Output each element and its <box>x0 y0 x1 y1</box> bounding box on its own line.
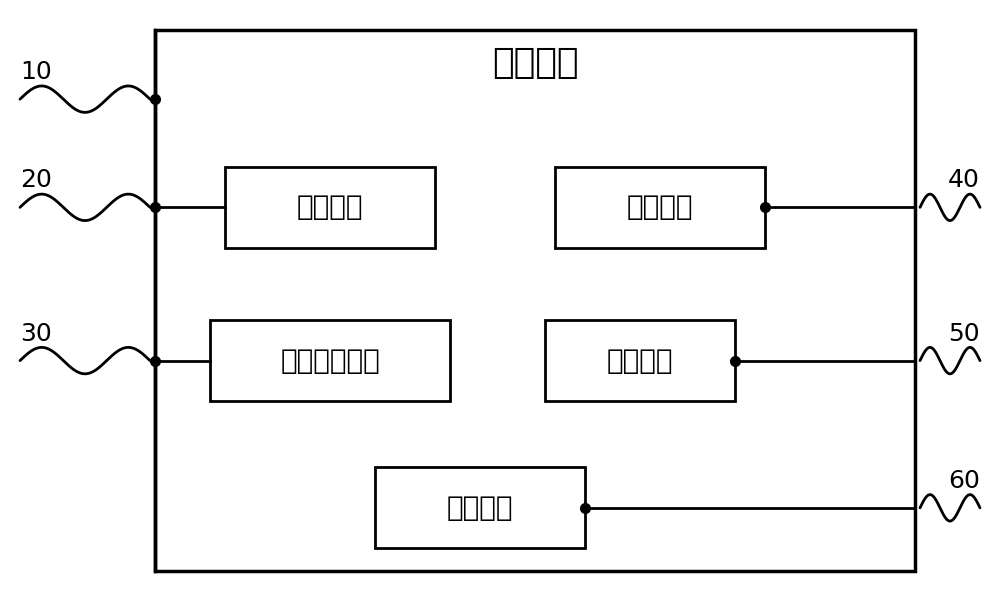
Text: 60: 60 <box>948 469 980 493</box>
Text: 设定模块: 设定模块 <box>297 194 363 221</box>
Text: 40: 40 <box>948 168 980 192</box>
FancyBboxPatch shape <box>155 30 915 571</box>
FancyBboxPatch shape <box>210 320 450 401</box>
Text: 控制系统: 控制系统 <box>492 46 578 80</box>
Text: 控制模块: 控制模块 <box>447 494 513 522</box>
Text: 湿度采集模块: 湿度采集模块 <box>280 347 380 374</box>
FancyBboxPatch shape <box>375 468 585 548</box>
FancyBboxPatch shape <box>545 320 735 401</box>
Text: 判断模块: 判断模块 <box>627 194 693 221</box>
FancyBboxPatch shape <box>225 166 435 248</box>
Text: 50: 50 <box>948 322 980 346</box>
Text: 30: 30 <box>20 322 52 346</box>
Text: 10: 10 <box>20 60 52 84</box>
FancyBboxPatch shape <box>555 166 765 248</box>
Text: 显示模块: 显示模块 <box>607 347 673 374</box>
Text: 20: 20 <box>20 168 52 192</box>
